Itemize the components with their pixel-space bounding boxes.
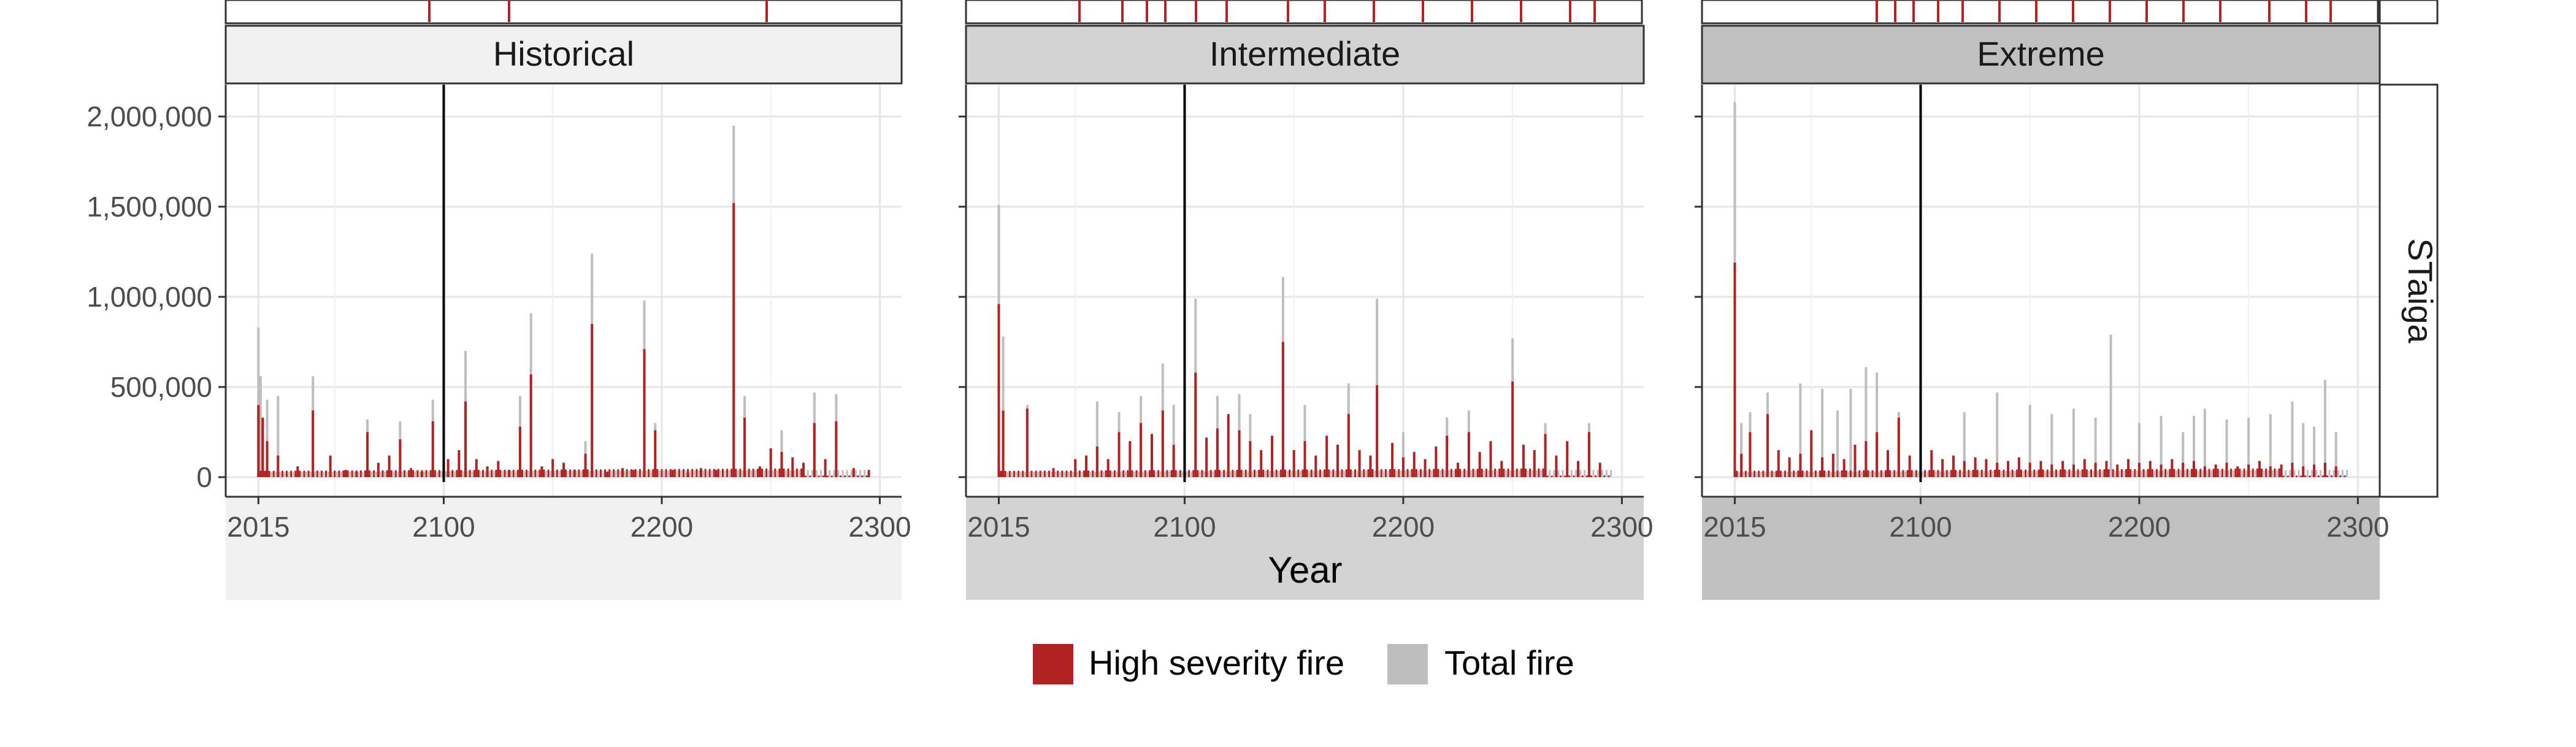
upper-row-strip-remnant — [2379, 0, 2439, 25]
x-tick-label: 2100 — [412, 511, 475, 543]
x-tick-label: 2200 — [1372, 511, 1435, 543]
y-tick-label: 1,500,000 — [86, 191, 212, 223]
legend-key — [1387, 644, 1428, 684]
y-tick-label: 500,000 — [110, 371, 212, 403]
legend-label: Total fire — [1444, 643, 1574, 682]
legend-key — [1033, 644, 1073, 684]
y-tick-label: 2,000,000 — [86, 101, 212, 132]
x-tick-label: 2200 — [2108, 511, 2171, 543]
legend-label: High severity fire — [1089, 643, 1344, 682]
panel-plot-area — [226, 85, 902, 497]
panel-plot-area — [1702, 85, 2380, 497]
upper-panel-remnant — [965, 0, 1643, 25]
panel-title: Intermediate — [1209, 34, 1400, 73]
x-tick-label: 2015 — [1703, 511, 1766, 543]
x-tick-label: 2300 — [1590, 511, 1653, 543]
y-tick-label: 0 — [196, 461, 212, 493]
x-tick-label: 2100 — [1153, 511, 1216, 543]
x-tick-label: 2300 — [2326, 511, 2389, 543]
facet-row-label: STaiga — [2401, 238, 2440, 343]
panel-title: Historical — [493, 34, 634, 73]
facet-row-strip — [2379, 83, 2439, 498]
panel-bottom-strip — [226, 498, 902, 600]
panel-bottom-strip — [1702, 498, 2380, 600]
x-tick-label: 2015 — [967, 511, 1030, 543]
panel-header-strip — [224, 25, 903, 85]
x-tick-label: 2200 — [631, 511, 693, 543]
x-tick-label: 2300 — [848, 511, 911, 543]
x-tick-label: 2015 — [227, 511, 289, 543]
x-tick-label: 2100 — [1889, 511, 1952, 543]
panel-header-strip — [965, 25, 1645, 85]
panel-bottom-strip — [966, 498, 1644, 600]
upper-panel-remnant — [224, 0, 903, 25]
panel-title: Extreme — [1977, 34, 2105, 73]
panel-header-strip — [1701, 25, 2381, 85]
y-tick-label: 1,000,000 — [86, 281, 212, 313]
upper-panel-remnant — [1701, 0, 2379, 25]
x-axis-title: Year — [1268, 550, 1342, 591]
